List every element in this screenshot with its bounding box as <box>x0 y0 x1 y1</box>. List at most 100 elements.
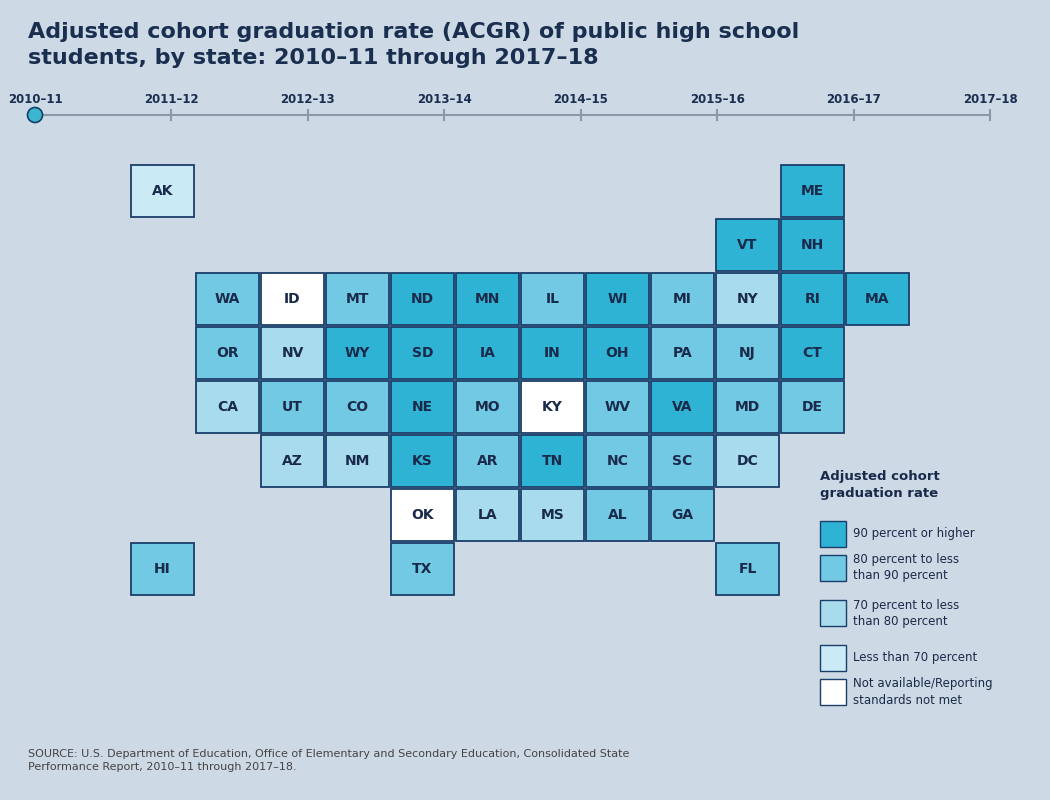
Bar <box>846 273 909 325</box>
Text: OR: OR <box>216 346 238 360</box>
Text: Adjusted cohort
graduation rate: Adjusted cohort graduation rate <box>820 470 940 500</box>
Text: ND: ND <box>411 292 434 306</box>
Text: OK: OK <box>412 508 434 522</box>
Bar <box>716 435 779 487</box>
Bar <box>391 435 454 487</box>
Text: WY: WY <box>344 346 371 360</box>
Bar <box>456 381 519 433</box>
Text: MS: MS <box>541 508 565 522</box>
Bar <box>820 645 846 671</box>
Text: ME: ME <box>801 184 824 198</box>
Text: CO: CO <box>346 400 369 414</box>
Bar <box>391 273 454 325</box>
Text: WV: WV <box>605 400 630 414</box>
Text: 2013–14: 2013–14 <box>417 93 471 106</box>
Text: AK: AK <box>152 184 173 198</box>
Text: TN: TN <box>542 454 563 468</box>
Text: CA: CA <box>217 400 238 414</box>
Bar <box>261 435 324 487</box>
Text: 80 percent to less
than 90 percent: 80 percent to less than 90 percent <box>853 554 959 582</box>
Bar <box>716 381 779 433</box>
Text: OH: OH <box>606 346 629 360</box>
Bar <box>261 327 324 379</box>
Bar <box>651 327 714 379</box>
Bar <box>196 327 259 379</box>
Text: 70 percent to less
than 80 percent: 70 percent to less than 80 percent <box>853 598 960 627</box>
Bar <box>456 489 519 541</box>
Text: RI: RI <box>804 292 820 306</box>
Text: ID: ID <box>285 292 300 306</box>
Bar <box>651 273 714 325</box>
Text: NV: NV <box>281 346 303 360</box>
Text: WA: WA <box>215 292 240 306</box>
Bar <box>781 381 844 433</box>
Bar <box>391 381 454 433</box>
Text: KY: KY <box>542 400 563 414</box>
Text: Not available/Reporting
standards not met: Not available/Reporting standards not me… <box>853 678 992 706</box>
Text: MO: MO <box>475 400 500 414</box>
Text: VT: VT <box>737 238 758 252</box>
Bar <box>716 543 779 595</box>
Text: HI: HI <box>154 562 171 576</box>
Bar <box>820 600 846 626</box>
Bar <box>651 381 714 433</box>
Bar <box>781 273 844 325</box>
Text: MN: MN <box>475 292 500 306</box>
Bar <box>521 273 584 325</box>
Bar <box>326 327 388 379</box>
Bar <box>326 273 388 325</box>
Text: UT: UT <box>282 400 303 414</box>
Text: IA: IA <box>480 346 496 360</box>
Text: IL: IL <box>546 292 560 306</box>
Text: SC: SC <box>672 454 693 468</box>
Text: LA: LA <box>478 508 498 522</box>
Bar <box>261 381 324 433</box>
Bar <box>820 679 846 705</box>
Text: AL: AL <box>608 508 627 522</box>
Text: PA: PA <box>673 346 692 360</box>
Bar <box>391 489 454 541</box>
Text: 2016–17: 2016–17 <box>826 93 881 106</box>
Bar <box>521 327 584 379</box>
Text: NM: NM <box>344 454 371 468</box>
Bar <box>391 543 454 595</box>
Text: 2017–18: 2017–18 <box>963 93 1017 106</box>
Bar <box>456 273 519 325</box>
Bar <box>196 273 259 325</box>
Bar <box>716 327 779 379</box>
Text: 2015–16: 2015–16 <box>690 93 744 106</box>
Text: SD: SD <box>412 346 434 360</box>
Bar <box>456 435 519 487</box>
Text: NE: NE <box>412 400 433 414</box>
Text: AZ: AZ <box>282 454 303 468</box>
Bar <box>131 165 194 217</box>
Text: DE: DE <box>802 400 823 414</box>
Bar <box>521 381 584 433</box>
Text: MI: MI <box>673 292 692 306</box>
Text: MA: MA <box>865 292 889 306</box>
Text: NJ: NJ <box>739 346 756 360</box>
Text: GA: GA <box>671 508 694 522</box>
Text: NC: NC <box>607 454 629 468</box>
Text: 2014–15: 2014–15 <box>553 93 608 106</box>
Text: MD: MD <box>735 400 760 414</box>
Bar <box>456 327 519 379</box>
Bar <box>261 273 324 325</box>
Bar <box>586 489 649 541</box>
Text: 2011–12: 2011–12 <box>144 93 198 106</box>
Text: WI: WI <box>607 292 628 306</box>
Bar <box>586 435 649 487</box>
Bar <box>521 489 584 541</box>
Text: VA: VA <box>672 400 693 414</box>
Text: 2010–11: 2010–11 <box>7 93 62 106</box>
Bar <box>586 381 649 433</box>
Bar <box>651 435 714 487</box>
Bar <box>196 381 259 433</box>
Text: AR: AR <box>477 454 499 468</box>
Bar <box>651 489 714 541</box>
Bar <box>586 327 649 379</box>
Text: DC: DC <box>737 454 758 468</box>
Bar <box>521 435 584 487</box>
Bar <box>131 543 194 595</box>
Text: Adjusted cohort graduation rate (ACGR) of public high school: Adjusted cohort graduation rate (ACGR) o… <box>28 22 799 42</box>
